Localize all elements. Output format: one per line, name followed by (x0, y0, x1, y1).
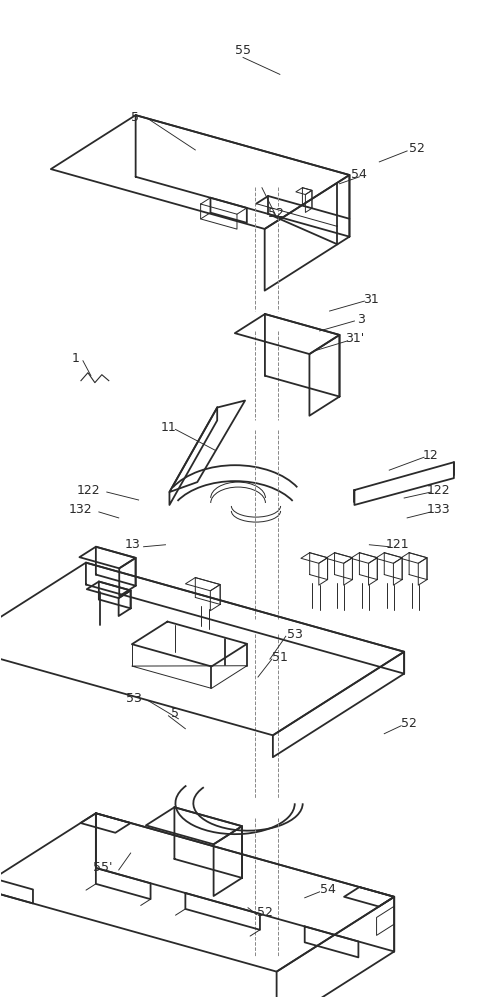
Text: 54: 54 (352, 168, 367, 181)
Text: 12: 12 (423, 449, 439, 462)
Text: 31: 31 (364, 293, 379, 306)
Text: 54: 54 (319, 883, 336, 896)
Text: 55': 55' (93, 861, 113, 874)
Text: 52: 52 (409, 142, 425, 155)
Text: 53: 53 (287, 628, 303, 641)
Text: 52: 52 (401, 717, 417, 730)
Text: 55: 55 (235, 44, 251, 57)
Text: 5: 5 (131, 111, 139, 124)
Text: 11: 11 (160, 421, 177, 434)
Text: 3: 3 (358, 313, 365, 326)
Text: 122: 122 (77, 484, 101, 497)
Text: 31': 31' (345, 332, 364, 345)
Text: 51: 51 (272, 651, 288, 664)
Text: 122: 122 (427, 484, 451, 497)
Text: 5: 5 (172, 707, 180, 720)
Text: 133: 133 (427, 503, 451, 516)
Text: 132: 132 (69, 503, 93, 516)
Text: 52: 52 (257, 906, 273, 919)
Text: 1: 1 (72, 352, 80, 365)
Text: 13: 13 (125, 538, 140, 551)
Text: 121: 121 (385, 538, 409, 551)
Text: 52: 52 (268, 207, 284, 220)
Text: 53: 53 (126, 692, 141, 705)
